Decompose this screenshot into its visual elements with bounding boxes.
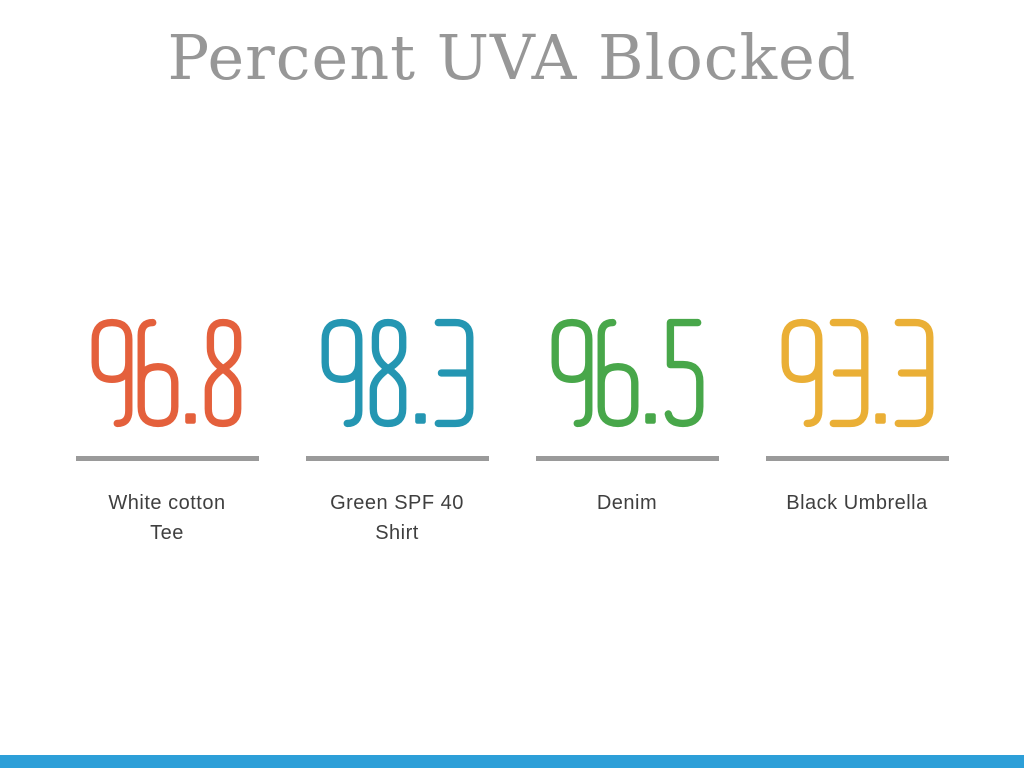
stat-label-line: Shirt <box>375 522 419 544</box>
stat-underline <box>765 456 949 461</box>
stat-label-line: Green SPF 40 <box>330 492 464 514</box>
stat-label-line: Tee <box>150 522 184 544</box>
stat-label: Denim <box>597 488 657 518</box>
stat-value <box>89 318 246 428</box>
digit-glyph <box>643 318 658 428</box>
digit-glyph <box>551 318 593 428</box>
stat-label: Black Umbrella <box>786 488 927 518</box>
stat-label-line: Black Umbrella <box>786 492 928 514</box>
digit-glyph <box>91 318 133 428</box>
stat-value <box>319 318 476 428</box>
digit-glyph <box>781 318 823 428</box>
stat-label: Green SPF 40 Shirt <box>330 488 464 548</box>
stat-card: Denim <box>512 318 742 548</box>
digit-glyph <box>413 318 428 428</box>
stat-value <box>549 318 706 428</box>
stat-value <box>779 318 936 428</box>
digit-glyph <box>432 318 474 428</box>
digit-glyph <box>873 318 888 428</box>
stats-row: White cotton Tee Green SPF 40 Shirt Denim … <box>52 318 972 548</box>
page-title: Percent UVA Blocked <box>167 21 857 94</box>
digit-glyph <box>367 318 409 428</box>
stat-label-line: Denim <box>596 492 658 514</box>
digit-glyph <box>662 318 704 428</box>
digit-glyph <box>597 318 639 428</box>
digit-glyph <box>827 318 869 428</box>
stat-label: White cotton Tee <box>108 488 225 548</box>
stat-card: Black Umbrella <box>742 318 972 548</box>
digit-glyph <box>892 318 934 428</box>
digit-glyph <box>183 318 198 428</box>
stat-underline <box>305 456 489 461</box>
digit-glyph <box>321 318 363 428</box>
bottom-accent-bar <box>0 755 1024 768</box>
digit-glyph <box>202 318 244 428</box>
stat-underline <box>535 456 719 461</box>
stat-label-line: White cotton <box>108 492 226 514</box>
stat-underline <box>75 456 259 461</box>
stat-card: White cotton Tee <box>52 318 282 548</box>
digit-glyph <box>137 318 179 428</box>
stat-card: Green SPF 40 Shirt <box>282 318 512 548</box>
